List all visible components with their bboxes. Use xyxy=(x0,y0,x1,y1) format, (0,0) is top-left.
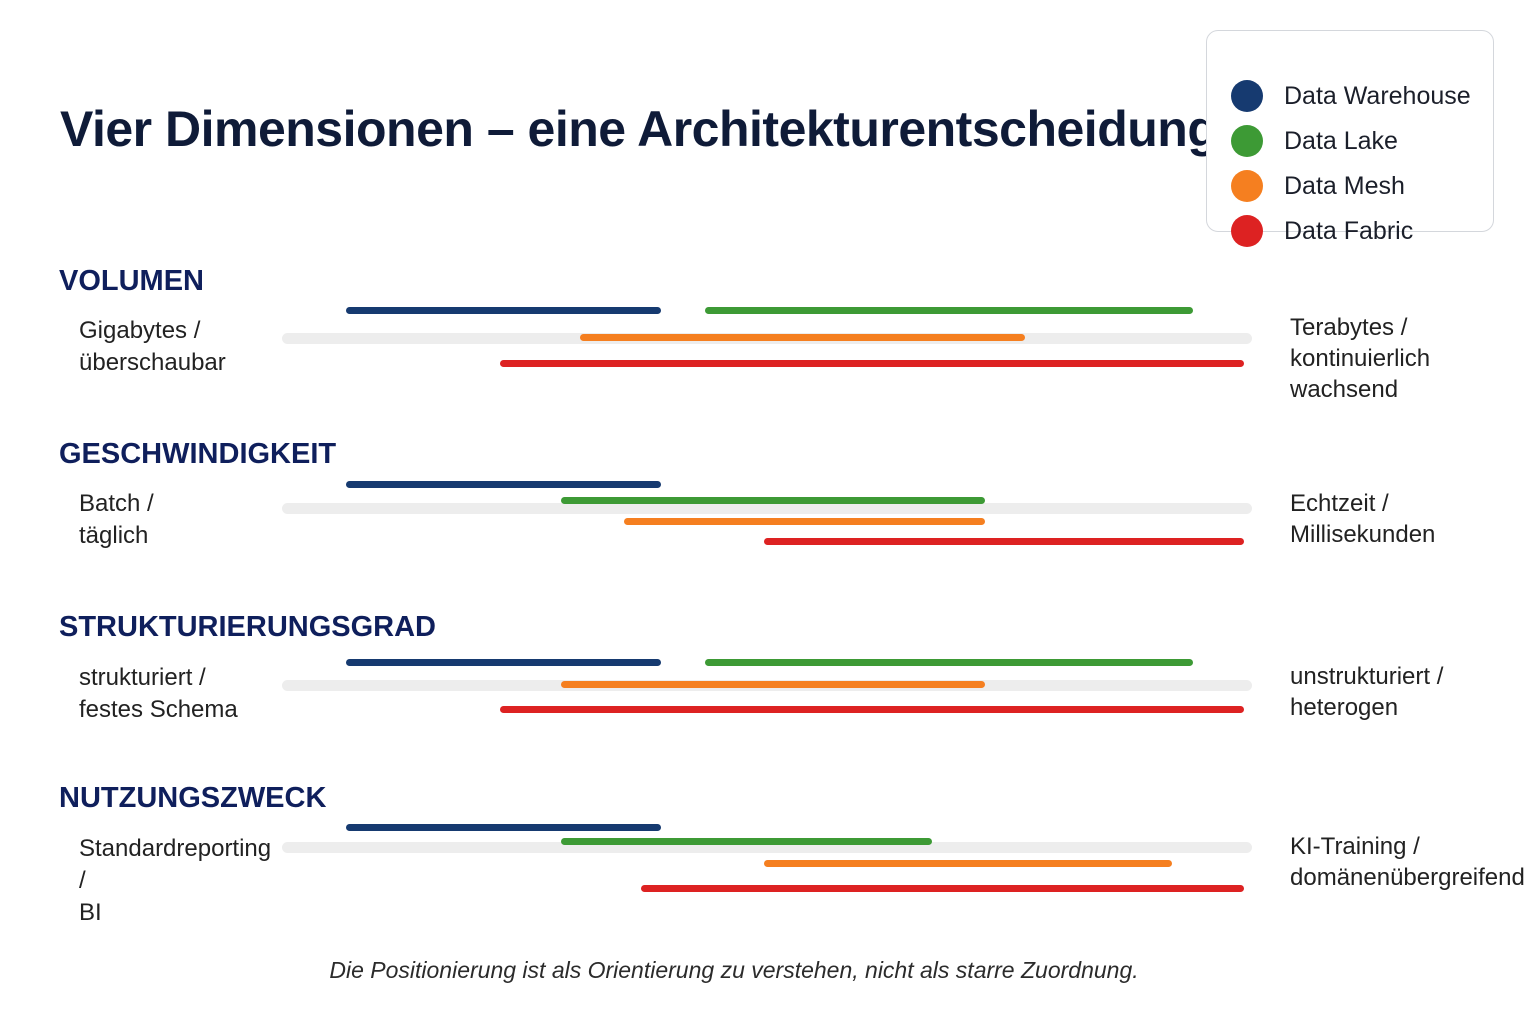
legend-label: Data Mesh xyxy=(1284,171,1405,200)
range-bar-data-fabric xyxy=(500,360,1245,367)
range-bar-data-lake xyxy=(704,659,1193,666)
range-bar-data-mesh xyxy=(624,518,986,525)
dimension-title-nutzungszweck: NUTZUNGSZWECK xyxy=(59,782,327,814)
range-bar-data-lake xyxy=(561,838,932,845)
dimension-title-geschwindigkeit: GESCHWINDIGKEIT xyxy=(59,438,337,470)
dimension-track xyxy=(282,503,1252,514)
legend: Data Warehouse Data Lake Data Mesh Data … xyxy=(1206,30,1494,247)
legend-item-data-mesh: Data Mesh xyxy=(1231,169,1405,203)
dimension-title-volumen: VOLUMEN xyxy=(59,265,204,297)
dimension-title-strukturierungsgrad: STRUKTURIERUNGSGRAD xyxy=(59,611,436,643)
dimension-right-label: Terabytes / kontinuierlich wachsend xyxy=(1290,314,1431,403)
range-bar-data-fabric xyxy=(500,706,1245,713)
range-bar-data-warehouse xyxy=(346,307,662,314)
range-bar-data-mesh xyxy=(579,334,1025,341)
dimension-left-label: Batch / täglich xyxy=(79,490,154,549)
legend-swatch xyxy=(1231,215,1263,247)
range-bar-data-mesh xyxy=(561,681,986,688)
range-bar-data-fabric xyxy=(640,885,1245,892)
footnote: Die Positionierung ist als Orientierung … xyxy=(329,957,1139,983)
range-bar-data-lake xyxy=(561,497,986,504)
legend-swatch xyxy=(1231,80,1263,112)
dimension-right-label: KI-Training / domänenübergreifend xyxy=(1290,833,1525,891)
legend-swatch xyxy=(1231,170,1263,202)
dimension-track xyxy=(282,842,1252,853)
page-title: Vier Dimensionen – eine Architekturentsc… xyxy=(60,101,1218,157)
legend-item-data-lake: Data Lake xyxy=(1231,124,1398,158)
dimension-right-label: Echtzeit / Millisekunden xyxy=(1290,490,1436,548)
range-bar-data-warehouse xyxy=(346,659,662,666)
range-bar-data-warehouse xyxy=(346,481,662,488)
legend-item-data-warehouse: Data Warehouse xyxy=(1231,79,1471,113)
dimension-left-label: Standardreporting / BI xyxy=(79,835,272,926)
legend-label: Data Warehouse xyxy=(1284,81,1471,110)
legend-swatch xyxy=(1231,125,1263,157)
dimension-right-label: unstrukturiert / heterogen xyxy=(1290,663,1444,721)
legend-label: Data Lake xyxy=(1284,126,1398,155)
dimension-left-label: strukturiert / festes Schema xyxy=(79,664,238,723)
legend-label: Data Fabric xyxy=(1284,216,1414,245)
dimension-left-label: Gigabytes / überschaubar xyxy=(79,317,226,376)
range-bar-data-mesh xyxy=(764,860,1173,867)
legend-item-data-fabric: Data Fabric xyxy=(1231,214,1413,248)
range-bar-data-fabric xyxy=(764,538,1245,545)
range-bar-data-warehouse xyxy=(346,824,662,831)
range-bar-data-lake xyxy=(704,307,1193,314)
